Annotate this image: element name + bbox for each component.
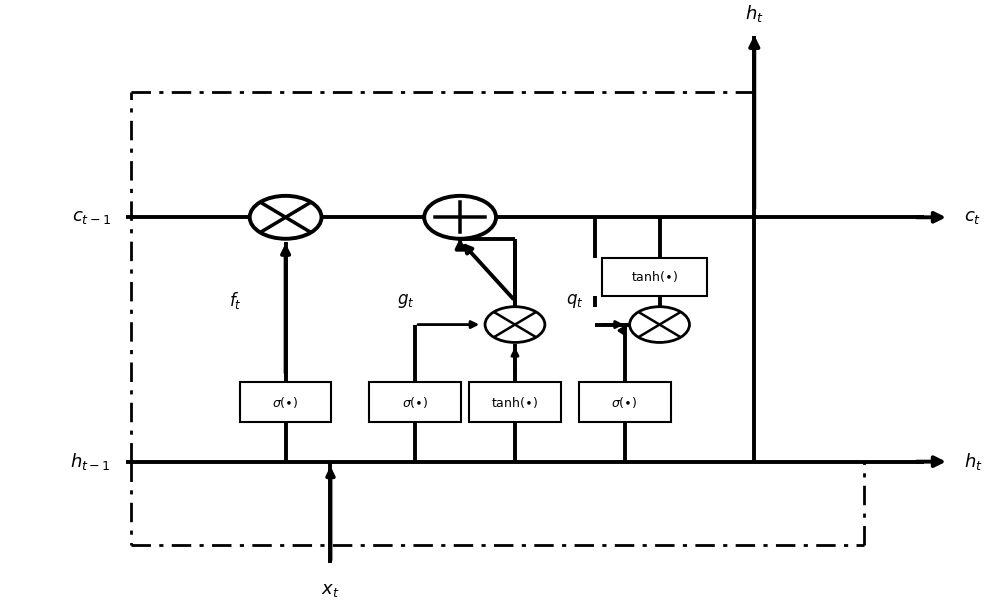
Text: $g_t$: $g_t$ [397, 292, 414, 310]
Text: $\sigma(\bullet)$: $\sigma(\bullet)$ [611, 395, 638, 410]
Text: $h_t$: $h_t$ [745, 2, 764, 23]
Text: $\tanh(\bullet)$: $\tanh(\bullet)$ [631, 269, 678, 284]
FancyBboxPatch shape [602, 258, 707, 296]
Circle shape [424, 196, 496, 239]
Text: $q_t$: $q_t$ [566, 292, 584, 310]
FancyBboxPatch shape [369, 382, 461, 423]
Text: $h_{t-1}$: $h_{t-1}$ [70, 451, 111, 472]
Text: $c_{t-1}$: $c_{t-1}$ [72, 208, 111, 226]
Text: $h_t$: $h_t$ [964, 451, 982, 472]
FancyBboxPatch shape [240, 382, 331, 423]
Circle shape [485, 307, 545, 343]
Circle shape [630, 307, 689, 343]
Text: $f_t$: $f_t$ [229, 290, 242, 311]
Circle shape [250, 196, 321, 239]
FancyBboxPatch shape [469, 382, 561, 423]
Text: $\sigma(\bullet)$: $\sigma(\bullet)$ [272, 395, 299, 410]
Text: $\sigma(\bullet)$: $\sigma(\bullet)$ [402, 395, 428, 410]
Text: $x_t$: $x_t$ [321, 581, 340, 599]
Text: $c_t$: $c_t$ [964, 208, 981, 226]
Text: $\tanh(\bullet)$: $\tanh(\bullet)$ [491, 395, 538, 410]
FancyBboxPatch shape [579, 382, 671, 423]
